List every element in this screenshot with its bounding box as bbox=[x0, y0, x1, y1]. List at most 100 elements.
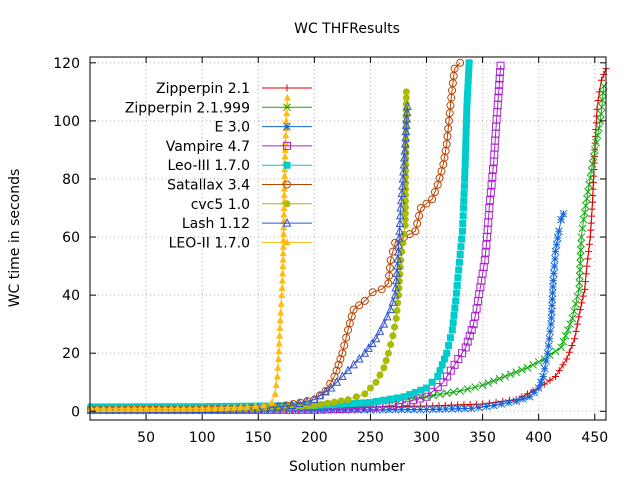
data-point bbox=[112, 404, 120, 412]
data-point bbox=[597, 103, 606, 111]
series-7 bbox=[86, 101, 412, 414]
data-point bbox=[372, 378, 380, 386]
data-point bbox=[342, 333, 351, 342]
data-point bbox=[579, 292, 587, 300]
legend-marker bbox=[283, 161, 291, 169]
data-point bbox=[278, 276, 286, 284]
data-point bbox=[449, 319, 457, 327]
data-point bbox=[396, 202, 406, 212]
x-tick-label: 350 bbox=[469, 430, 496, 446]
series-2 bbox=[87, 209, 568, 415]
series-0 bbox=[87, 65, 610, 414]
legend-marker bbox=[283, 141, 291, 150]
data-point bbox=[366, 384, 374, 392]
data-point bbox=[548, 289, 557, 297]
data-point bbox=[394, 233, 404, 242]
legend: Zipperpin 2.1 Zipperpin 2.1.999 E 3.0 Vampi… bbox=[125, 81, 312, 251]
data-point bbox=[366, 405, 375, 414]
data-point bbox=[588, 212, 596, 220]
data-point bbox=[99, 404, 107, 412]
data-point bbox=[283, 93, 291, 101]
data-point bbox=[280, 184, 288, 192]
legend-label: Zipperpin 2.1.999 bbox=[125, 100, 250, 116]
y-axis-label: WC time in seconds bbox=[7, 169, 23, 308]
data-point bbox=[340, 341, 349, 350]
data-point bbox=[403, 101, 412, 110]
data-point bbox=[530, 388, 539, 397]
data-point bbox=[416, 405, 425, 414]
data-point bbox=[173, 404, 181, 412]
data-point bbox=[454, 404, 463, 413]
data-point bbox=[401, 126, 411, 136]
data-point bbox=[401, 132, 410, 142]
data-point bbox=[461, 404, 469, 413]
data-point bbox=[416, 204, 425, 213]
legend-entry: Satallax 3.4 bbox=[167, 178, 312, 194]
data-point bbox=[387, 340, 395, 348]
series-group bbox=[86, 58, 610, 415]
data-point bbox=[456, 250, 464, 258]
data-point bbox=[267, 402, 277, 412]
data-point bbox=[463, 96, 471, 104]
data-point bbox=[588, 205, 596, 213]
data-point bbox=[354, 399, 362, 407]
data-point bbox=[584, 255, 592, 263]
data-point bbox=[546, 376, 554, 384]
legend-marker bbox=[283, 200, 291, 208]
data-point bbox=[482, 240, 491, 249]
data-point bbox=[130, 404, 138, 412]
data-point bbox=[519, 395, 527, 403]
data-point bbox=[551, 247, 560, 256]
data-point bbox=[451, 304, 459, 312]
data-point bbox=[588, 160, 597, 168]
x-tick-label: 450 bbox=[581, 430, 608, 446]
y-tick-label: 80 bbox=[62, 172, 80, 188]
data-point bbox=[397, 405, 406, 414]
data-point bbox=[402, 88, 410, 96]
legend-entry: Leo-III 1.7.0 bbox=[167, 158, 312, 174]
data-point bbox=[393, 394, 401, 402]
data-point bbox=[458, 227, 466, 235]
data-point bbox=[283, 109, 291, 117]
data-point bbox=[454, 274, 462, 282]
data-point bbox=[440, 355, 448, 363]
data-point bbox=[559, 337, 568, 346]
data-point bbox=[391, 405, 400, 414]
data-point bbox=[329, 406, 337, 414]
data-point bbox=[463, 102, 471, 110]
data-point bbox=[575, 278, 584, 287]
data-point bbox=[494, 87, 503, 96]
data-point bbox=[394, 240, 404, 249]
data-point bbox=[548, 295, 557, 304]
legend-marker bbox=[282, 217, 292, 227]
data-point bbox=[461, 175, 469, 183]
data-point bbox=[279, 262, 287, 270]
data-point bbox=[487, 180, 496, 189]
data-point bbox=[186, 404, 194, 412]
data-point bbox=[549, 276, 558, 285]
data-point bbox=[347, 406, 356, 414]
data-point bbox=[435, 405, 444, 414]
data-point bbox=[124, 404, 132, 412]
x-tick-label: 50 bbox=[137, 430, 155, 446]
y-tick-label: 60 bbox=[62, 230, 80, 246]
data-point bbox=[401, 221, 409, 229]
data-point bbox=[385, 271, 394, 280]
data-point bbox=[566, 320, 574, 329]
data-point bbox=[436, 367, 444, 375]
data-point bbox=[402, 94, 410, 102]
grid bbox=[90, 57, 606, 420]
data-point bbox=[349, 305, 358, 314]
data-point bbox=[462, 121, 470, 129]
data-point bbox=[597, 110, 605, 118]
data-point bbox=[571, 299, 580, 308]
data-point bbox=[459, 212, 467, 220]
data-point bbox=[391, 282, 400, 292]
data-point bbox=[280, 229, 288, 237]
data-point bbox=[395, 226, 404, 235]
data-point bbox=[332, 366, 341, 375]
data-point bbox=[237, 403, 245, 411]
legend-entry: LEO-II 1.7.0 bbox=[169, 235, 312, 251]
data-point bbox=[455, 266, 463, 274]
data-point bbox=[549, 269, 558, 278]
